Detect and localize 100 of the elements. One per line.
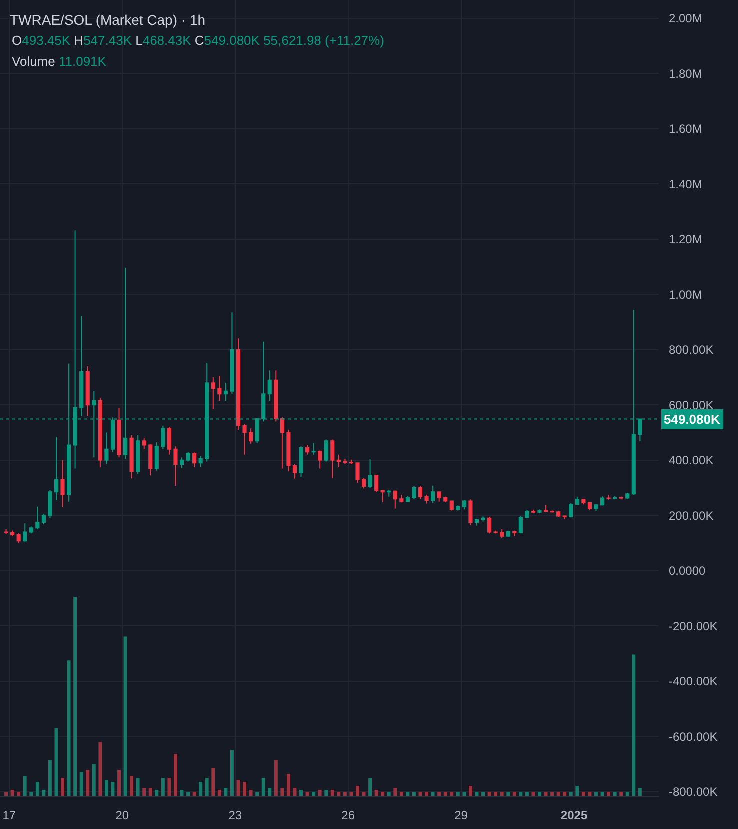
candlestick <box>431 485 436 504</box>
bar <box>494 792 498 796</box>
candlestick <box>104 432 109 466</box>
candlestick <box>494 530 498 534</box>
candlestick <box>98 398 102 468</box>
y-tick-label: -600.00K <box>669 730 718 744</box>
bar <box>80 772 84 796</box>
bar <box>67 660 71 796</box>
bar <box>512 792 516 796</box>
bar <box>174 754 178 796</box>
bar <box>155 790 159 796</box>
bar <box>356 786 360 796</box>
candlestick <box>318 450 322 470</box>
y-tick-label: 2.00M <box>669 12 702 26</box>
candlestick <box>594 504 598 512</box>
candlestick <box>42 514 46 525</box>
bar <box>620 792 624 796</box>
y-tick-label: 1.60M <box>669 122 702 136</box>
bar <box>118 770 121 796</box>
candlestick <box>274 370 278 422</box>
bar <box>36 782 40 796</box>
ref-line-label: 549.080K <box>664 412 721 427</box>
y-tick-label: 800.00K <box>669 343 714 358</box>
candlestick <box>136 435 140 475</box>
bar <box>563 792 567 796</box>
bar <box>582 792 586 796</box>
bar <box>249 790 253 796</box>
candlestick <box>80 316 84 417</box>
candlestick <box>400 494 404 504</box>
y-tick-label: 1.20M <box>669 232 702 247</box>
bar <box>42 790 46 796</box>
candlestick <box>380 490 385 503</box>
candlestick <box>299 446 304 478</box>
candlestick <box>525 510 530 519</box>
bar <box>92 764 96 796</box>
candlestick <box>444 496 448 503</box>
bar <box>130 776 134 796</box>
candlestick <box>569 502 574 518</box>
y-tick-label: 1.80M <box>669 66 702 81</box>
candlestick <box>619 496 624 500</box>
candlestick <box>613 496 618 500</box>
candlestick <box>518 516 523 534</box>
candlestick <box>48 490 52 519</box>
candlestick <box>249 428 254 444</box>
bar <box>550 792 554 796</box>
bar <box>456 792 460 796</box>
bar <box>98 742 102 796</box>
bar <box>17 792 21 796</box>
bar <box>280 788 284 796</box>
bar <box>343 792 347 796</box>
candlestick <box>356 462 360 484</box>
candlestick <box>148 444 153 476</box>
bar <box>324 790 328 796</box>
bar <box>544 792 548 796</box>
candlestick <box>474 518 480 526</box>
bar <box>468 786 472 796</box>
bar <box>243 782 246 796</box>
bar <box>306 792 310 796</box>
bar <box>230 750 234 796</box>
bar <box>48 760 52 796</box>
candlestick <box>180 457 184 469</box>
bar <box>444 792 448 796</box>
candlestick <box>468 499 473 526</box>
candlestick <box>582 499 586 506</box>
bar <box>482 792 485 796</box>
candlestick <box>280 417 284 470</box>
candlestick <box>286 430 291 472</box>
y-tick-label: -800.00K <box>669 785 718 800</box>
bar <box>300 790 303 796</box>
candlestick <box>418 486 423 500</box>
bar <box>312 792 316 796</box>
candlestick <box>387 490 392 498</box>
bar <box>626 792 630 796</box>
candlestick <box>450 500 454 512</box>
bar <box>462 792 466 796</box>
bar <box>438 792 442 796</box>
bar <box>148 788 152 796</box>
bar <box>30 792 34 796</box>
y-tick-label: -200.00K <box>669 619 718 634</box>
bar <box>374 790 378 796</box>
bar <box>136 778 140 796</box>
candlestick <box>550 510 554 514</box>
bar <box>506 792 510 796</box>
candlestick <box>488 516 492 534</box>
candlestick <box>192 452 197 468</box>
bar <box>394 788 398 796</box>
annotation: Volume 11.091K <box>12 54 107 69</box>
candlestick <box>154 442 159 472</box>
candlestick <box>374 475 379 493</box>
bar <box>337 792 341 796</box>
bar <box>400 792 404 796</box>
y-tick-label: 0.0000 <box>669 564 706 578</box>
candlestick <box>218 376 222 402</box>
bar <box>588 792 592 796</box>
bar <box>268 788 272 796</box>
candlestick <box>224 382 228 402</box>
bar <box>262 778 266 796</box>
candlestick <box>174 446 178 487</box>
bar <box>350 792 354 796</box>
bar <box>607 792 611 796</box>
